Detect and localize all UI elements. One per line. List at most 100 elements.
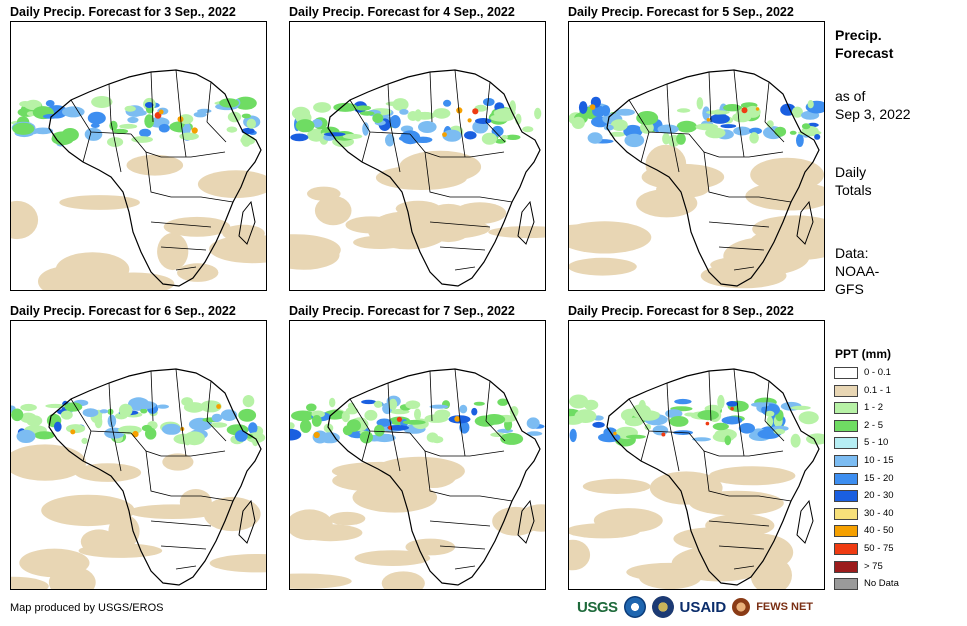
rain-cell (405, 400, 421, 409)
rain-cell (481, 132, 497, 145)
light-rain-patch (307, 186, 341, 201)
rain-cell (471, 407, 478, 416)
light-rain-patch (582, 478, 651, 494)
country-border (429, 221, 491, 228)
rain-cell (84, 127, 103, 141)
rain-cell (592, 421, 605, 428)
country-border (150, 221, 212, 228)
fews-net-emblem (732, 598, 751, 616)
legend-label: 20 - 30 (864, 490, 894, 502)
rain-cell (234, 430, 248, 442)
legend-swatch (834, 578, 858, 591)
rain-cell (749, 132, 759, 144)
rain-cell (801, 123, 811, 130)
rain-cell (131, 136, 153, 143)
rain-cell (385, 101, 403, 107)
legend-swatch (834, 402, 858, 415)
legend-label: 0 - 0.1 (864, 367, 891, 378)
country-border (668, 420, 680, 472)
heavy-rain-cell (661, 432, 666, 437)
usaid-logo: USAID (679, 598, 727, 616)
heavy-rain-cell (132, 430, 139, 438)
rain-cell (313, 102, 332, 113)
rain-cell (676, 133, 686, 145)
light-rain-patch (48, 566, 96, 589)
rain-cell (364, 409, 378, 421)
country-border (640, 430, 650, 462)
heavy-rain-cell (158, 109, 164, 115)
light-rain-patch (126, 154, 184, 176)
rain-cell (20, 412, 37, 423)
rain-cell (81, 437, 88, 444)
country-border (440, 151, 505, 158)
light-rain-patch (569, 223, 639, 245)
rain-cell (459, 421, 470, 434)
country-border (708, 221, 770, 228)
rain-cell (241, 127, 255, 135)
rain-cell (107, 414, 117, 428)
rain-cell (798, 411, 819, 425)
legend-label: 1 - 2 (864, 402, 884, 414)
rain-cell (113, 128, 129, 134)
country-border (110, 420, 122, 472)
rain-cell (342, 133, 363, 140)
country-border (108, 382, 112, 422)
madagascar-outline (238, 200, 256, 245)
rain-cell (526, 431, 543, 436)
rain-cell (246, 118, 256, 129)
rain-cell (141, 424, 152, 432)
rain-cell (399, 109, 409, 115)
rain-cell (696, 97, 704, 110)
light-rain-patch (290, 234, 341, 266)
rain-cell (62, 106, 85, 118)
heavy-rain-cell (613, 431, 617, 436)
rain-cell (721, 416, 743, 425)
rain-cell (90, 123, 100, 128)
rain-cell (64, 402, 83, 412)
heavy-rain-cell (454, 416, 461, 422)
rain-cell (183, 122, 191, 135)
rain-cell (790, 405, 811, 410)
country-border (206, 81, 212, 123)
heavy-rain-cell (191, 127, 198, 134)
light-rain-patch (79, 254, 112, 268)
rain-cell (66, 424, 86, 434)
rain-cell (638, 399, 646, 412)
rain-cell (16, 429, 36, 443)
rain-cell (295, 119, 315, 133)
country-border (640, 131, 650, 163)
country-border (150, 370, 154, 422)
country-border (361, 430, 371, 462)
light-rain-patch (705, 514, 775, 538)
madagascar-outline (796, 499, 814, 544)
rain-cell (118, 403, 133, 417)
heavy-rain-cell (467, 118, 472, 123)
rain-cell (414, 112, 436, 120)
noaa-logo (623, 596, 646, 618)
country-border (764, 420, 785, 442)
rain-cell (695, 123, 718, 131)
light-rain-patch (11, 444, 87, 481)
rain-cell (139, 128, 152, 138)
country-border (82, 430, 92, 462)
legend-swatch (834, 472, 858, 485)
light-rain-patch (354, 550, 431, 566)
rain-cell (345, 407, 359, 415)
rain-cell (133, 401, 157, 409)
country-border (150, 520, 212, 527)
country-border (161, 151, 226, 158)
light-rain-patch (405, 538, 456, 556)
panel-title-5: Daily Precip. Forecast for 7 Sep., 2022 (289, 304, 515, 318)
legend-swatch (834, 560, 858, 573)
light-rain-patch (671, 545, 768, 582)
rain-cell (11, 408, 24, 422)
data-source: Data: NOAA- GFS (835, 245, 880, 297)
legend-label: 10 - 15 (864, 455, 894, 466)
country-border (459, 121, 466, 158)
legend-swatch (834, 419, 858, 432)
rain-cell (291, 106, 311, 120)
rain-cell (692, 437, 711, 442)
rain-cell (45, 403, 66, 409)
rain-cell (355, 105, 372, 111)
light-rain-patch (488, 226, 545, 239)
